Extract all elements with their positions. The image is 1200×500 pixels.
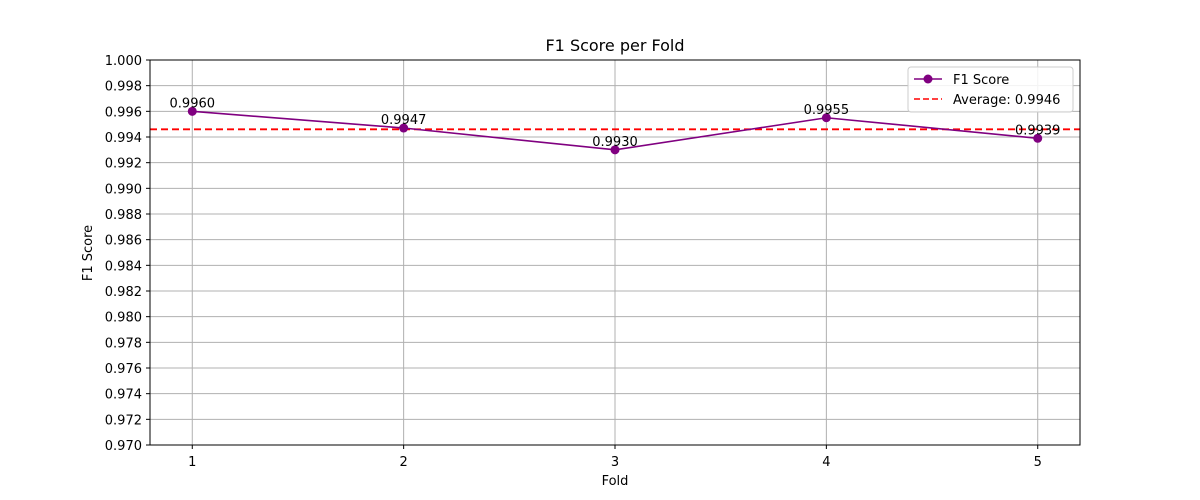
y-tick-label: 0.992 <box>105 157 142 172</box>
y-tick-label: 0.984 <box>105 259 142 274</box>
y-tick-label: 0.988 <box>105 208 142 223</box>
data-series <box>187 106 1043 155</box>
y-tick-label: 0.986 <box>105 234 142 249</box>
y-axis-label: F1 Score <box>81 225 96 281</box>
y-tick-label: 0.982 <box>105 285 142 300</box>
f1-score-data-label: 0.9939 <box>1015 123 1061 138</box>
f1-score-data-label: 0.9947 <box>381 113 427 128</box>
plot-frame <box>149 59 1081 446</box>
y-tick-label: 0.998 <box>105 80 142 95</box>
y-tick-label: 0.994 <box>105 131 142 146</box>
x-tick-label: 4 <box>822 455 830 470</box>
y-axis-ticks: 0.970 0.972 0.974 0.976 0.978 0.980 0.982 0.984… <box>105 54 150 454</box>
f1-score-data-label: 0.9955 <box>804 103 850 118</box>
y-tick-label: 0.972 <box>105 413 142 428</box>
f1-score-point <box>821 113 831 123</box>
legend-box <box>907 66 1074 113</box>
y-tick-label: 0.980 <box>105 311 142 326</box>
x-tick-label: 2 <box>399 455 407 470</box>
x-tick-label: 5 <box>1034 455 1042 470</box>
legend: F1 Score Average: 0.9946 <box>907 66 1074 113</box>
x-tick-label: 3 <box>611 455 619 470</box>
y-tick-label: 1.000 <box>105 54 142 69</box>
f1-score-point <box>399 123 409 133</box>
x-tick-label: 1 <box>188 455 196 470</box>
f1-score-data-label: 0.9930 <box>592 135 638 150</box>
y-tick-label: 0.990 <box>105 182 142 197</box>
y-tick-label: 0.978 <box>105 336 142 351</box>
y-tick-label: 0.976 <box>105 362 142 377</box>
grid-lines <box>150 59 1080 446</box>
f1-score-point <box>187 106 197 116</box>
x-axis-label: Fold <box>602 474 629 489</box>
f1-score-point <box>1033 133 1043 143</box>
y-tick-label: 0.974 <box>105 388 142 403</box>
y-tick-label: 0.996 <box>105 105 142 120</box>
f1-score-point <box>610 145 620 155</box>
legend-average-label: Average: 0.9946 <box>953 93 1060 108</box>
data-labels: 0.9960 0.9947 0.9930 0.9955 0.9939 <box>170 96 1061 149</box>
legend-f1-marker <box>923 74 933 84</box>
legend-f1-label: F1 Score <box>953 73 1009 88</box>
chart-title: F1 Score per Fold <box>545 36 684 55</box>
f1-score-data-label: 0.9960 <box>170 96 216 111</box>
x-axis-ticks: 1 2 3 4 5 <box>188 445 1042 470</box>
y-tick-label: 0.970 <box>105 439 142 454</box>
